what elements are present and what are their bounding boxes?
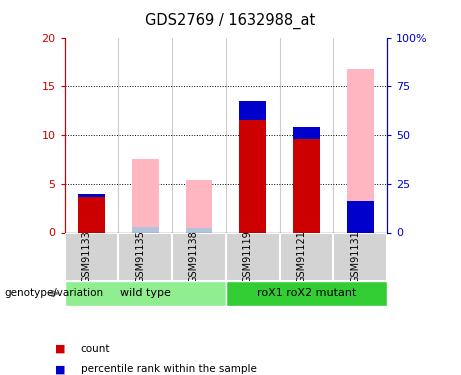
Text: GSM91135: GSM91135 xyxy=(135,230,145,284)
Bar xyxy=(347,69,374,232)
Text: GSM91138: GSM91138 xyxy=(189,231,199,283)
Bar xyxy=(347,201,374,232)
FancyBboxPatch shape xyxy=(333,232,387,281)
FancyBboxPatch shape xyxy=(280,232,333,281)
Text: GSM91119: GSM91119 xyxy=(243,231,253,283)
FancyBboxPatch shape xyxy=(226,232,280,281)
Bar xyxy=(78,195,105,197)
Text: roX1 roX2 mutant: roX1 roX2 mutant xyxy=(257,288,356,298)
FancyBboxPatch shape xyxy=(226,281,387,306)
Text: percentile rank within the sample: percentile rank within the sample xyxy=(81,364,257,374)
Text: genotype/variation: genotype/variation xyxy=(5,288,104,298)
Text: wild type: wild type xyxy=(120,288,171,298)
FancyBboxPatch shape xyxy=(65,232,118,281)
Text: ■: ■ xyxy=(55,344,66,354)
FancyBboxPatch shape xyxy=(65,281,226,306)
Bar xyxy=(293,139,320,232)
Text: GSM91133: GSM91133 xyxy=(82,231,91,283)
Bar xyxy=(78,197,105,232)
FancyBboxPatch shape xyxy=(172,232,226,281)
Bar xyxy=(185,228,213,232)
FancyBboxPatch shape xyxy=(118,232,172,281)
Bar xyxy=(293,127,320,139)
Text: count: count xyxy=(81,344,110,354)
Text: GSM91121: GSM91121 xyxy=(296,230,307,284)
Text: GDS2769 / 1632988_at: GDS2769 / 1632988_at xyxy=(145,13,316,29)
Text: ■: ■ xyxy=(55,364,66,374)
Bar xyxy=(132,159,159,232)
Text: GSM91131: GSM91131 xyxy=(350,231,361,283)
Bar xyxy=(239,120,266,232)
Bar xyxy=(132,226,159,232)
Bar xyxy=(239,101,266,120)
Bar xyxy=(185,180,213,232)
